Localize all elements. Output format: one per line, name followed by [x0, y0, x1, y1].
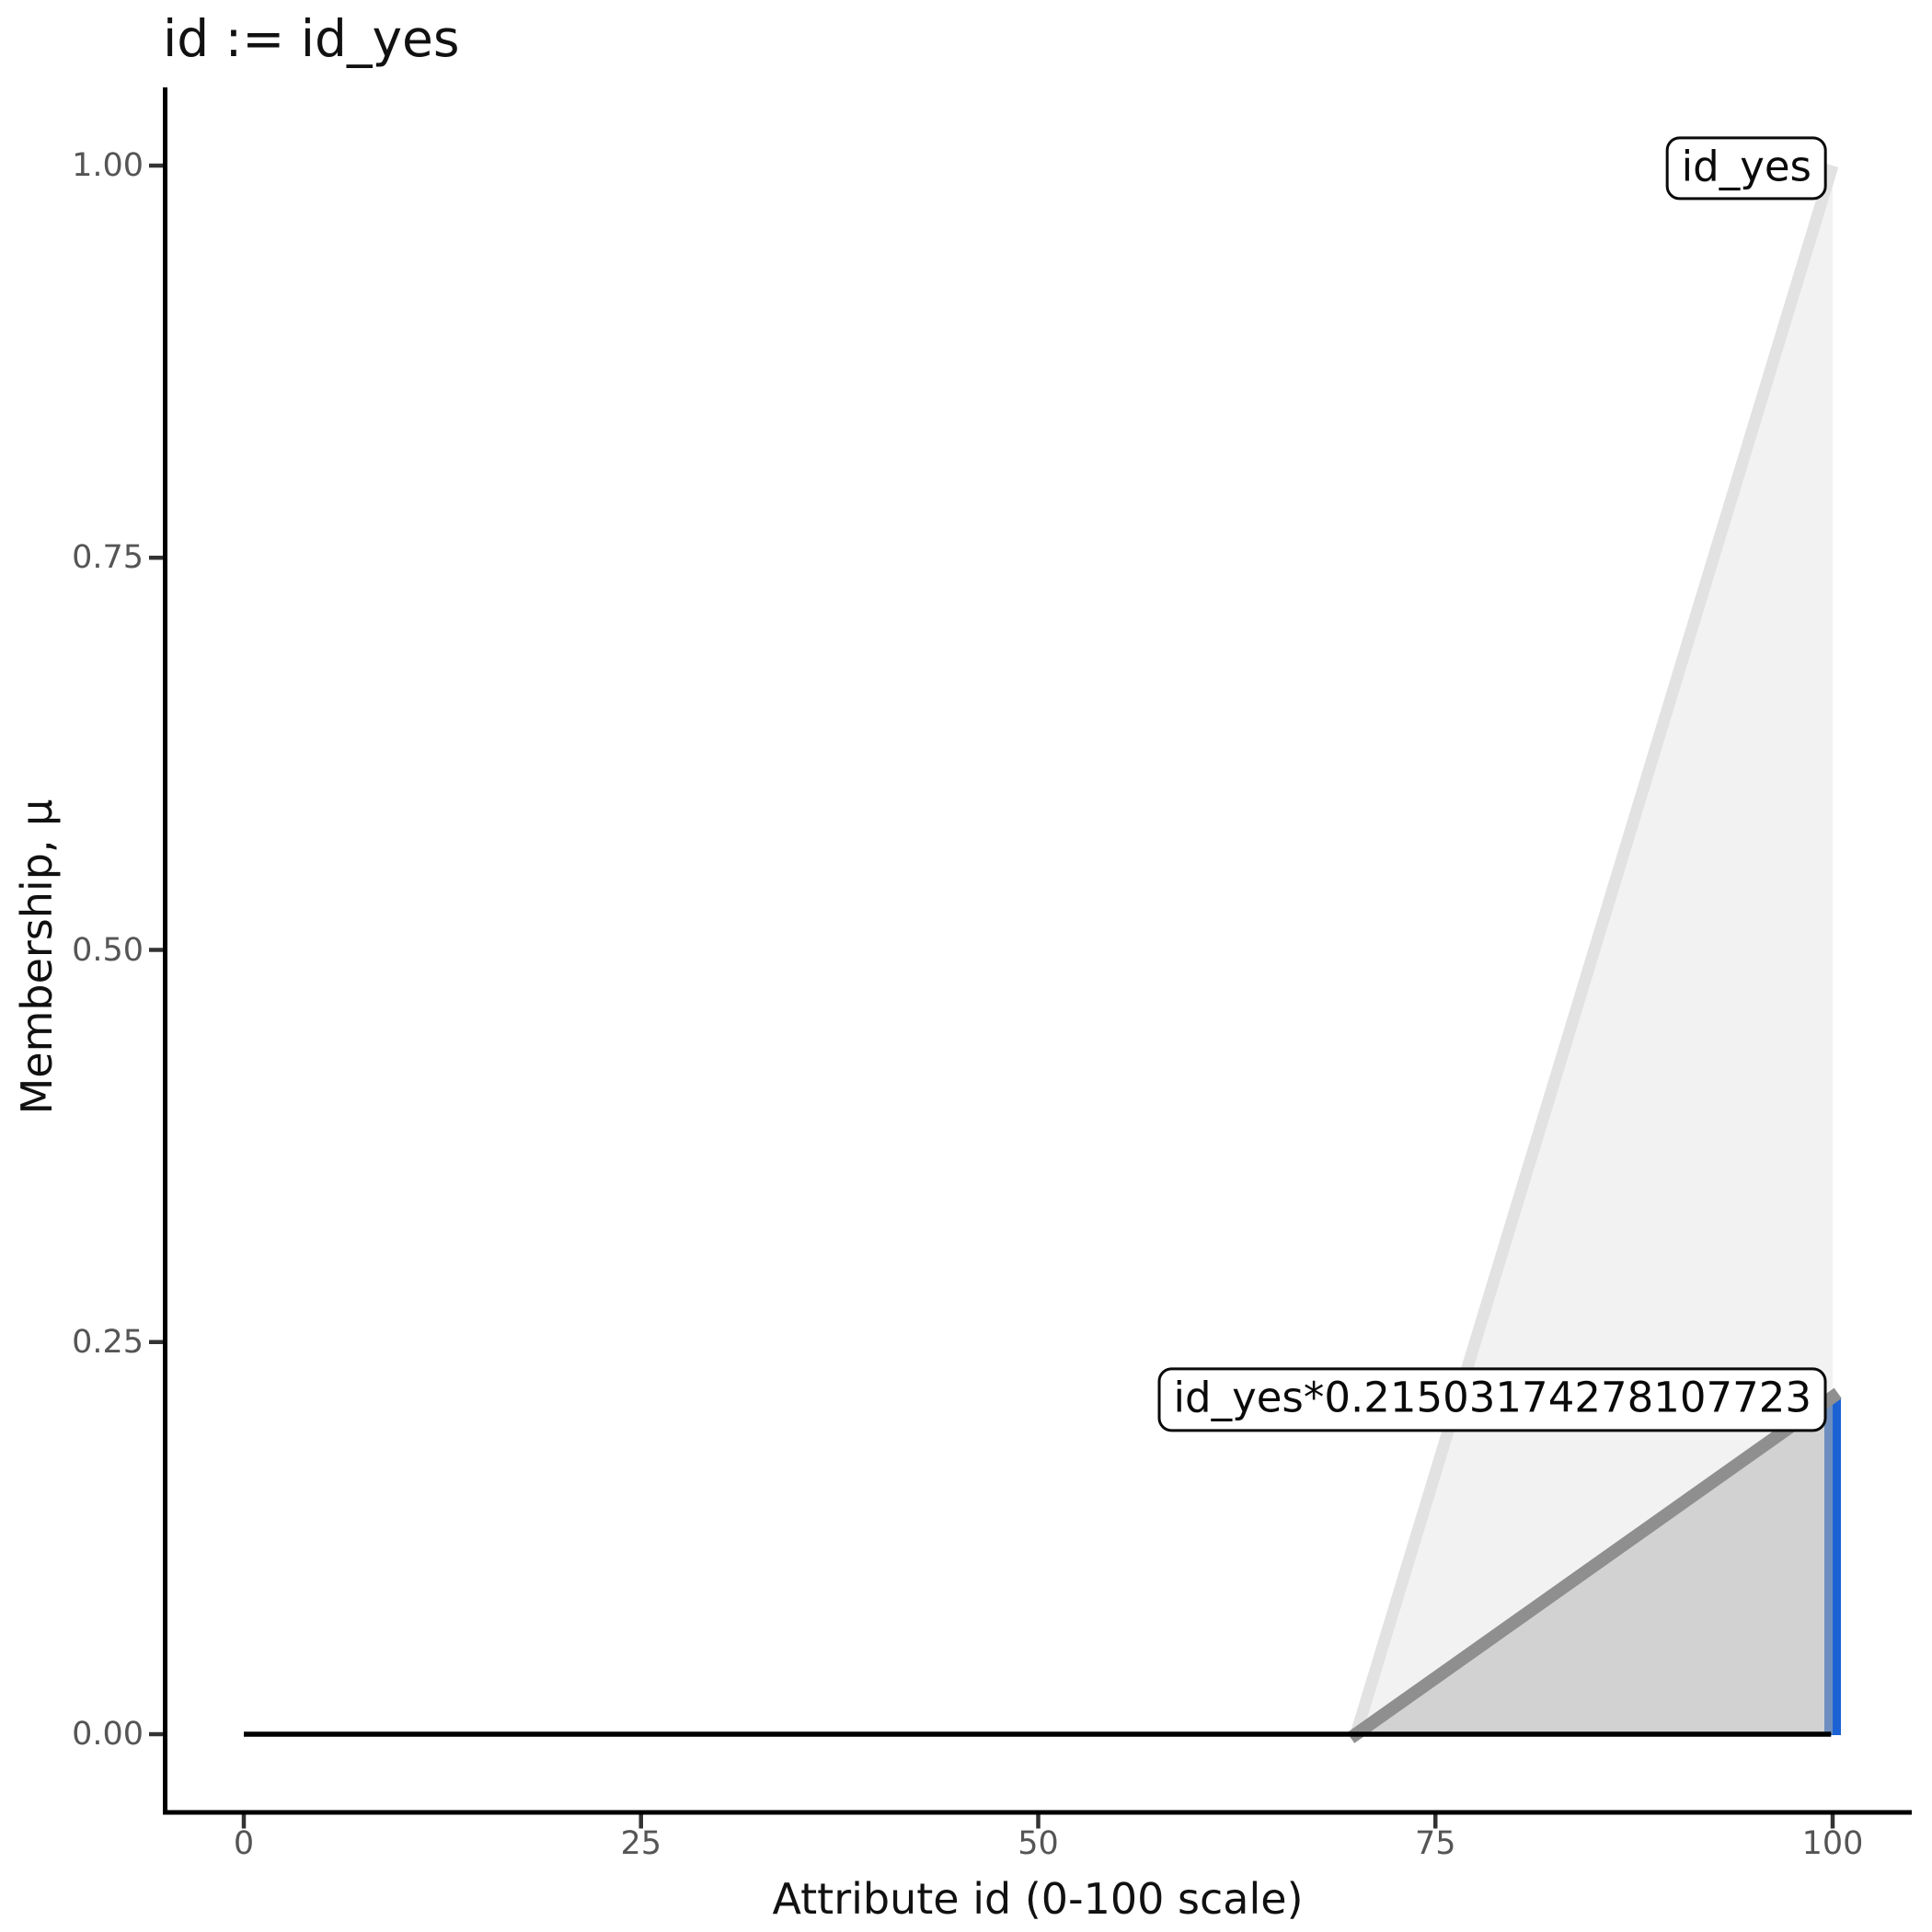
label-id_yes-scaled: id_yes*0.21503174278107723: [1157, 1367, 1827, 1432]
y-tick-label-0.00: 0.00: [72, 1716, 144, 1753]
x-tick-label-25: 25: [620, 1825, 662, 1862]
label-id_yes: id_yes: [1665, 136, 1827, 201]
y-tick-label-0.75: 0.75: [72, 539, 144, 577]
y-tick-label-0.50: 0.50: [72, 931, 144, 969]
y-tick-label-1.00: 1.00: [72, 147, 144, 184]
y-axis-label: Membership, μ: [12, 799, 62, 1115]
x-axis-label: Attribute id (0-100 scale): [772, 1874, 1304, 1924]
id_yes_scaled-line: [1347, 1387, 1842, 1743]
x-tick-label-75: 75: [1414, 1825, 1456, 1862]
x-tick-label-50: 50: [1018, 1825, 1059, 1862]
plot-title: id := id_yes: [163, 9, 460, 68]
x-tick-label-100: 100: [1801, 1825, 1864, 1862]
x-tick-label-0: 0: [233, 1825, 255, 1862]
id_yes-line: [1350, 164, 1839, 1736]
y-tick-label-0.25: 0.25: [72, 1323, 144, 1361]
